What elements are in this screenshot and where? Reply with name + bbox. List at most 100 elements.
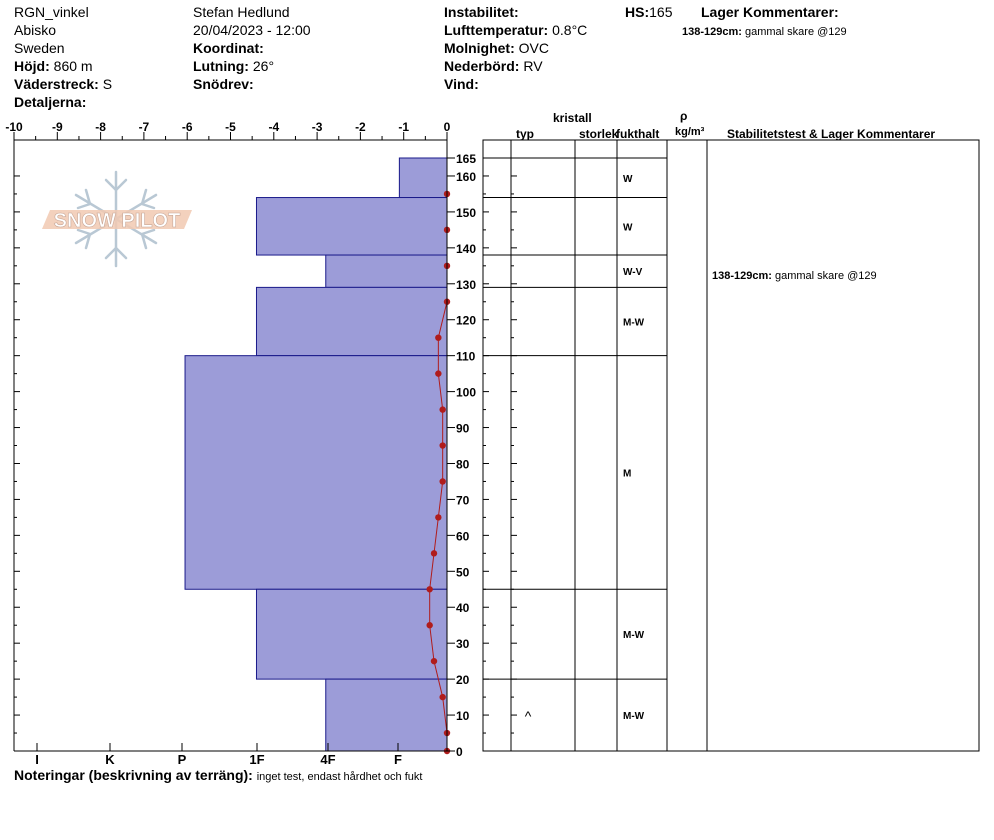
- temp-tick-label: -1: [398, 120, 409, 134]
- elevation: Höjd: 860 m: [14, 58, 93, 74]
- moisture-header: fukthalt: [616, 127, 660, 141]
- height-tick-label: 0: [456, 745, 463, 759]
- height-tick-label: 10: [456, 709, 470, 723]
- cloud-cover: Molnighet: OVC: [444, 40, 549, 56]
- header-layer-comment: 138-129cm: gammal skare @129: [682, 24, 847, 40]
- height-tick-label: 120: [456, 314, 476, 328]
- elevation-value: 860 m: [53, 58, 93, 74]
- instability-label: Instabilitet:: [444, 4, 519, 20]
- height-tick-label: 80: [456, 457, 470, 471]
- stability-comment-text: gammal skare @129: [775, 270, 877, 282]
- height-tick-label: 100: [456, 386, 476, 400]
- site-name: RGN_vinkel: [14, 4, 89, 20]
- layer-moisture-1: W: [623, 174, 633, 185]
- country: Sweden: [14, 40, 65, 56]
- aspect-value: S: [102, 76, 113, 92]
- air-temperature: Lufttemperatur: 0.8°C: [444, 22, 587, 38]
- hardness-layer-4: [255, 286, 448, 357]
- hardness-tick-label: I: [35, 752, 39, 767]
- precipitation-label: Nederbörd:: [444, 58, 520, 74]
- density-symbol: ρ: [680, 109, 688, 123]
- hardness-layer-1: [398, 157, 448, 199]
- cloud-cover-label: Molnighet:: [444, 40, 515, 56]
- header-layer-comment-text: gammal skare @129: [745, 26, 847, 38]
- temp-tick-label: -8: [95, 120, 106, 134]
- stability-comment-range: 138-129cm:: [712, 270, 772, 282]
- temperature-point-10: [435, 514, 442, 521]
- elevation-label: Höjd:: [14, 58, 50, 74]
- stability-comment: 138-129cm: gammal skare @129: [712, 268, 877, 284]
- height-tick-label: 30: [456, 637, 470, 651]
- hardness-layer-7: [325, 678, 448, 752]
- height-tick-label: 140: [456, 242, 476, 256]
- layer-moisture-5: M: [623, 468, 631, 479]
- temperature-point-11: [430, 550, 438, 557]
- layer-moisture-3: W-V: [623, 267, 643, 278]
- height-tick-label: 20: [456, 673, 470, 687]
- height-tick-label: 160: [456, 170, 476, 184]
- layer-grain-7: ^: [525, 708, 532, 724]
- temp-tick-label: -10: [5, 120, 23, 134]
- snow-height-label: HS:: [625, 4, 650, 20]
- details-label: Detaljerna:: [14, 94, 87, 110]
- stability-header: Stabilitetstest & Lager Kommentarer: [727, 127, 936, 141]
- temperature-point-15: [439, 693, 446, 701]
- density-unit: kg/m³: [675, 126, 705, 138]
- hardness-layer-2: [255, 197, 448, 256]
- snow-pilot-logo: SNOW PILOT: [42, 170, 192, 268]
- air-temperature-value: 0.8°C: [552, 22, 588, 38]
- temperature-point-14: [430, 657, 438, 665]
- temp-tick-label: -4: [268, 120, 279, 134]
- temp-tick-label: -2: [355, 120, 366, 134]
- temp-tick-label: -9: [52, 120, 63, 134]
- layer-moisture-2: W: [623, 222, 633, 233]
- cloud-cover-value: OVC: [518, 40, 549, 56]
- temp-tick-label: -6: [182, 120, 193, 134]
- layer-moisture-4: M-W: [623, 318, 645, 329]
- precipitation: Nederbörd: RV: [444, 58, 543, 74]
- temperature-point-6: [435, 370, 442, 377]
- slope-value: 26°: [252, 58, 275, 74]
- temp-tick-label: -3: [312, 120, 323, 134]
- height-tick-label: 130: [456, 278, 476, 292]
- slope-label: Lutning:: [193, 58, 249, 74]
- logo-text: SNOW PILOT: [54, 210, 181, 232]
- height-tick-label: 150: [456, 206, 476, 220]
- snow-height: HS:165: [625, 4, 672, 20]
- size-header: storlek: [579, 127, 619, 141]
- crystal-header: kristall: [553, 111, 592, 125]
- temperature-point-13: [426, 622, 433, 629]
- logo-banner: [42, 210, 192, 229]
- temp-tick-label: -5: [225, 120, 236, 134]
- hardness-tick-label: 4F: [320, 752, 335, 767]
- layer-moisture-6: M-W: [623, 630, 645, 641]
- aspect-label: Väderstreck:: [14, 76, 99, 92]
- aspect: Väderstreck: S: [14, 76, 112, 92]
- observer: Stefan Hedlund: [193, 4, 290, 20]
- height-tick-label: 70: [456, 493, 470, 507]
- snow-height-value: 165: [649, 4, 673, 20]
- temperature-point-7: [439, 406, 446, 413]
- precipitation-value: RV: [523, 58, 543, 74]
- hardness-tick-label: K: [105, 752, 115, 767]
- header-layer-comment-range: 138-129cm:: [682, 26, 742, 38]
- temperature-point-12: [426, 586, 433, 593]
- temperature-point-9: [439, 478, 446, 485]
- temp-tick-label: -7: [139, 120, 150, 134]
- air-temperature-label: Lufttemperatur:: [444, 22, 549, 38]
- hardness-tick-label: F: [394, 752, 402, 767]
- height-tick-label: 60: [456, 529, 470, 543]
- notes-text: inget test, endast hårdhet och fukt: [256, 771, 423, 783]
- type-header: typ: [516, 127, 534, 141]
- hardness-tick-label: P: [178, 752, 187, 767]
- hardness-tick-label: 1F: [249, 752, 264, 767]
- layer-moisture-7: M-W: [623, 711, 645, 722]
- drift-label: Snödrev:: [193, 76, 254, 92]
- hardness-layer-5: [184, 355, 448, 590]
- height-tick-label: 40: [456, 601, 470, 615]
- hardness-layer-6: [255, 588, 448, 680]
- notes: Noteringar (beskrivning av terräng): ing…: [14, 767, 422, 785]
- location: Abisko: [14, 22, 57, 38]
- notes-label: Noteringar (beskrivning av terräng):: [14, 767, 253, 783]
